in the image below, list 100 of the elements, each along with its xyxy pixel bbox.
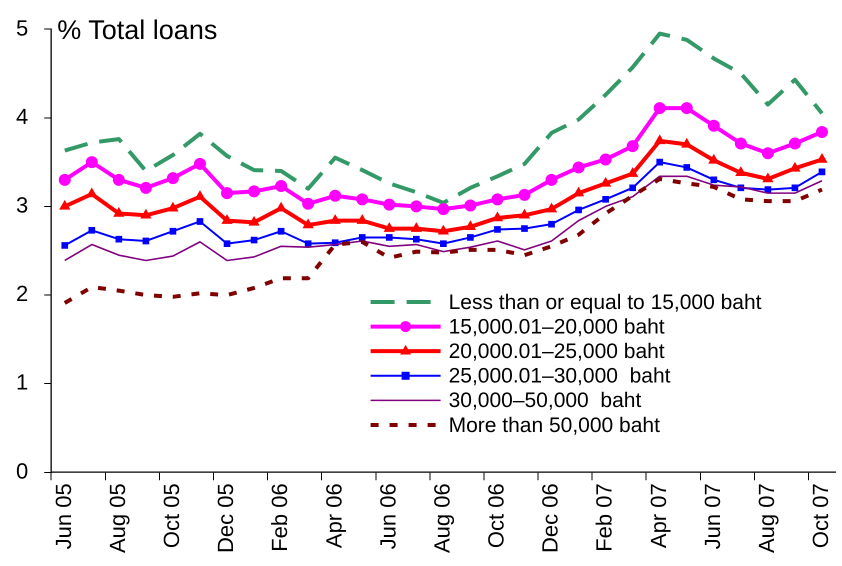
legend-label: 20,000.01–25,000 baht <box>448 340 665 363</box>
point <box>358 234 366 241</box>
point <box>683 164 690 171</box>
point <box>518 188 530 201</box>
point <box>629 184 636 192</box>
point <box>166 172 179 184</box>
point <box>546 203 557 212</box>
point <box>572 161 585 174</box>
point <box>654 134 665 144</box>
x-tick-label: Feb 07 <box>592 483 617 552</box>
point <box>762 147 774 160</box>
point <box>61 242 68 249</box>
point <box>465 220 476 230</box>
point <box>816 126 828 138</box>
point <box>710 176 718 184</box>
point <box>170 228 176 235</box>
point <box>116 236 122 243</box>
y-tick-label: 3 <box>16 192 28 218</box>
x-tick-label: Jun 06 <box>375 483 400 550</box>
point <box>708 120 720 132</box>
point <box>464 200 476 212</box>
point <box>546 174 558 186</box>
x-tick-label: Apr 06 <box>321 483 346 548</box>
point <box>410 200 422 212</box>
point <box>762 172 774 182</box>
point <box>792 184 798 192</box>
point <box>602 196 609 203</box>
x-tick-label: Oct 06 <box>484 483 509 548</box>
point <box>356 214 368 224</box>
point <box>656 158 664 166</box>
point <box>548 220 555 228</box>
y-axis-title: % Total loans <box>57 15 218 46</box>
legend-label: 25,000.01–30,000 baht <box>448 364 671 388</box>
x-tick-label: Feb 06 <box>267 483 292 552</box>
y-tick-label: 4 <box>16 104 28 129</box>
point <box>680 102 693 114</box>
point <box>654 102 666 114</box>
point <box>734 138 747 150</box>
x-tick-label: Dec 06 <box>538 483 563 553</box>
y-tick-label: 1 <box>16 370 28 395</box>
point <box>58 174 71 186</box>
point <box>736 166 746 176</box>
point <box>248 216 260 226</box>
point <box>383 198 396 211</box>
y-tick-label: 5 <box>16 15 28 40</box>
point <box>519 209 530 219</box>
legend-label: 15,000.01–20,000 baht <box>448 315 665 338</box>
x-tick-label: Oct 05 <box>158 483 184 548</box>
point <box>222 214 232 224</box>
point <box>221 187 234 200</box>
point <box>467 234 474 241</box>
x-tick-label: Aug 07 <box>754 483 779 554</box>
point <box>492 212 503 222</box>
x-tick-label: Aug 05 <box>104 483 130 554</box>
x-tick-label: Jun 05 <box>50 483 76 550</box>
point <box>329 190 342 202</box>
legend-label: 30,000–50,000 baht <box>448 389 642 412</box>
x-tick-label: Aug 06 <box>429 483 454 554</box>
legend-label: Less than or equal to 15,000 baht <box>448 290 762 314</box>
point <box>356 193 368 206</box>
point <box>140 209 152 219</box>
point <box>440 240 447 247</box>
point <box>114 208 124 217</box>
point <box>302 219 314 228</box>
point <box>86 156 98 168</box>
point <box>816 153 828 163</box>
x-tick-label: Apr 07 <box>646 483 671 548</box>
point <box>411 222 422 232</box>
point <box>194 190 206 200</box>
point <box>112 174 125 186</box>
point <box>302 198 314 210</box>
point <box>194 158 206 170</box>
point <box>437 203 450 216</box>
point <box>575 206 582 214</box>
x-tick-label: Dec 05 <box>213 483 238 553</box>
point <box>196 218 204 225</box>
point <box>521 225 528 232</box>
point <box>248 185 260 198</box>
point <box>790 162 800 172</box>
point <box>412 236 420 243</box>
point <box>818 168 826 176</box>
point <box>140 182 152 194</box>
point <box>168 202 178 212</box>
point <box>278 228 284 235</box>
point <box>600 153 612 166</box>
x-tick-label: Jun 07 <box>700 483 725 550</box>
point <box>224 240 230 247</box>
point <box>438 225 449 234</box>
point <box>600 177 611 187</box>
x-tick-label: Oct 07 <box>808 483 834 548</box>
point <box>86 188 98 198</box>
point <box>788 138 801 150</box>
y-tick-label: 2 <box>16 281 28 306</box>
point <box>626 140 639 152</box>
point <box>573 187 584 196</box>
legend-label: More than 50,000 baht <box>448 414 660 437</box>
point <box>88 227 96 234</box>
point <box>250 236 258 244</box>
point <box>275 180 288 192</box>
point <box>386 234 393 241</box>
